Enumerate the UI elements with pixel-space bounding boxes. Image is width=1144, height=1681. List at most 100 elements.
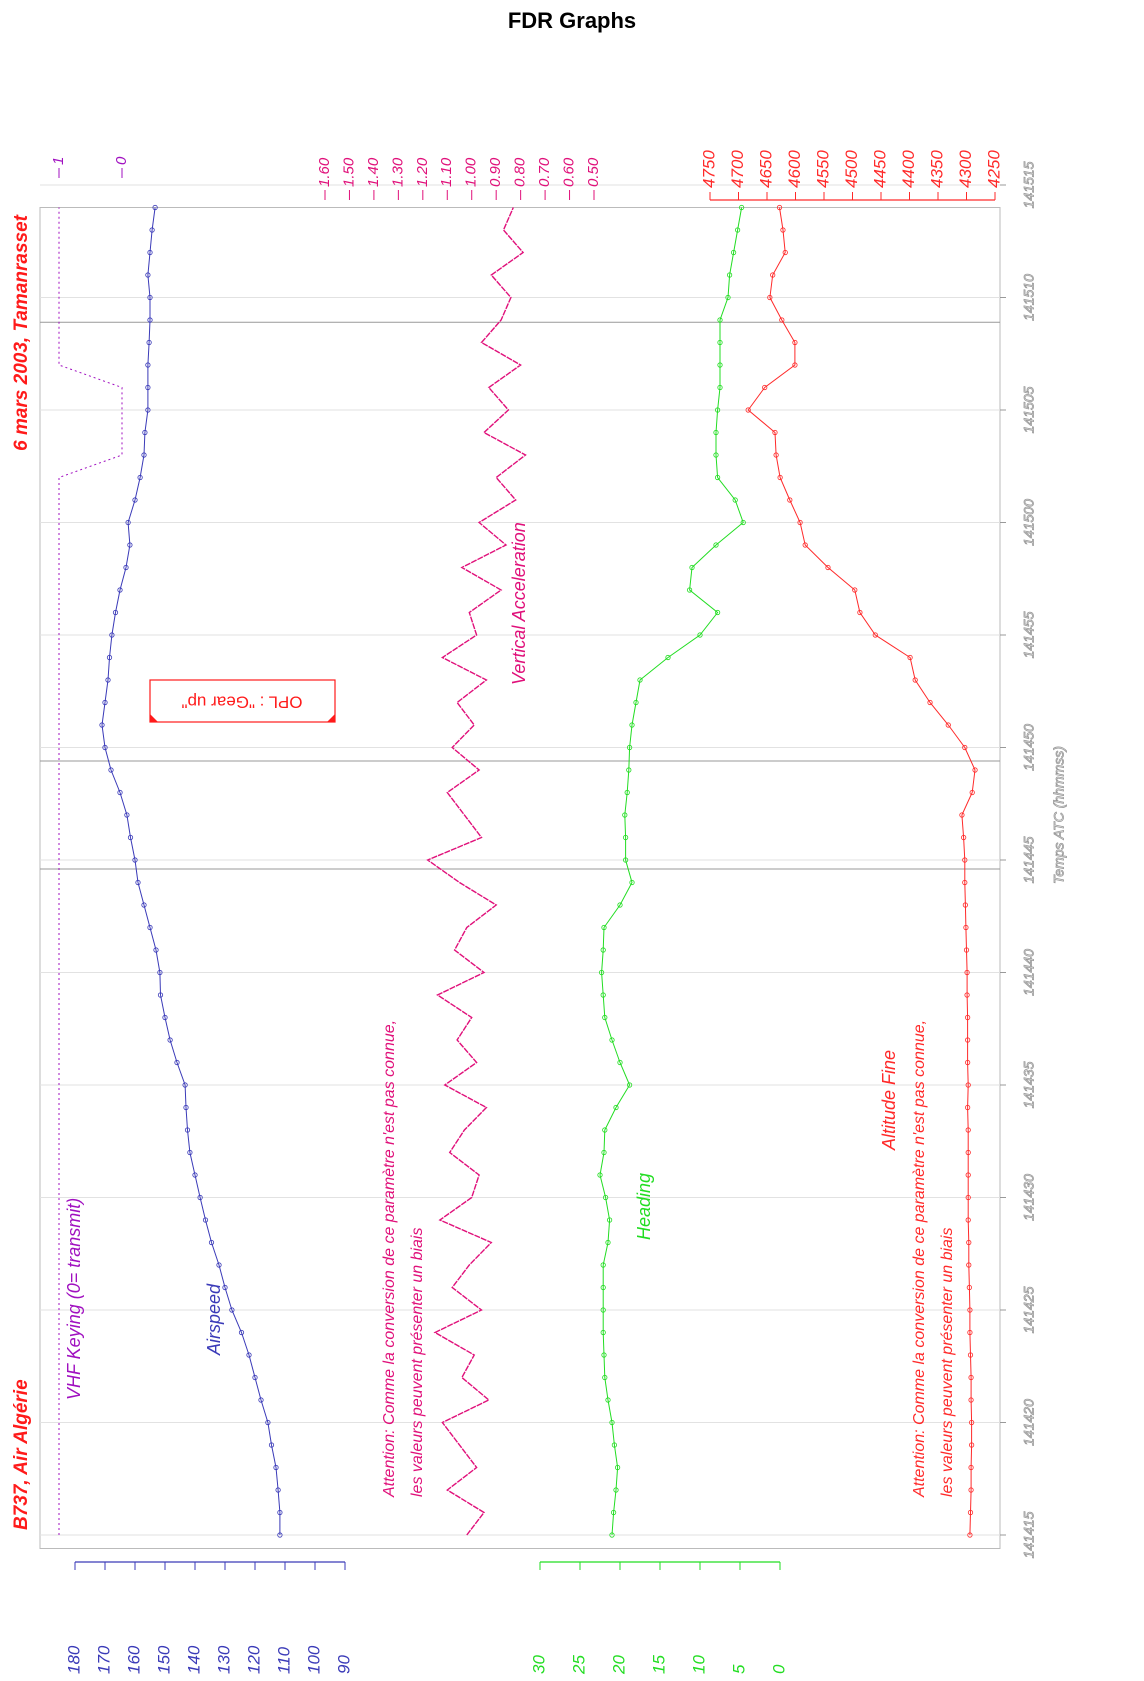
x-tick-label: 141415	[1021, 1511, 1037, 1558]
point	[717, 339, 723, 346]
point	[725, 294, 731, 301]
series-line	[747, 207, 976, 1536]
series-line	[599, 207, 744, 1536]
y-tick-label: 1.10	[438, 157, 455, 187]
point	[108, 767, 114, 773]
x-tick-label: 141445	[1021, 836, 1037, 883]
point	[965, 1014, 971, 1021]
point	[268, 1442, 275, 1448]
point	[732, 497, 738, 503]
point	[145, 384, 151, 391]
point	[602, 1014, 608, 1021]
point	[606, 1217, 613, 1223]
point	[792, 339, 798, 346]
point	[689, 564, 695, 571]
y-tick-label: 4500	[842, 150, 861, 188]
point	[857, 609, 863, 616]
point	[174, 1059, 180, 1066]
y-tick-label: 1.50	[340, 157, 357, 187]
point	[216, 1262, 222, 1268]
point	[105, 677, 111, 683]
point	[597, 1172, 603, 1178]
point	[609, 1532, 615, 1538]
callout-box	[149, 679, 336, 723]
y-tick-label: 1.40	[365, 157, 382, 187]
point	[714, 609, 721, 616]
y-tick-label: 150	[154, 1645, 173, 1674]
point	[141, 902, 147, 908]
point	[202, 1217, 209, 1223]
point	[967, 1532, 973, 1538]
point	[963, 924, 969, 931]
point	[197, 1194, 203, 1201]
point	[145, 272, 151, 278]
point	[767, 294, 773, 301]
point	[600, 1329, 606, 1336]
point	[629, 879, 635, 886]
point	[609, 1419, 615, 1426]
y-tick-label: 4300	[956, 150, 975, 188]
point	[965, 1104, 971, 1111]
point	[238, 1329, 245, 1336]
point	[252, 1374, 258, 1381]
point	[968, 1487, 974, 1493]
point	[966, 1262, 972, 1268]
callout: OPL : "Gear up"	[149, 679, 336, 723]
point	[277, 1532, 283, 1538]
point	[825, 564, 831, 571]
point	[102, 744, 108, 751]
point	[142, 429, 148, 436]
point	[966, 1284, 972, 1291]
point	[147, 924, 153, 931]
point	[962, 879, 968, 886]
point	[112, 609, 119, 616]
point	[127, 542, 133, 548]
point	[967, 1509, 974, 1516]
point	[601, 924, 607, 931]
point	[966, 1239, 972, 1246]
point	[626, 1082, 633, 1088]
x-tick-label: 141450	[1021, 724, 1037, 771]
point	[726, 272, 733, 278]
y-tick-label: 0.60	[561, 157, 578, 187]
y-tick-label: 4250	[984, 150, 1003, 188]
point	[717, 384, 723, 391]
point	[127, 834, 134, 841]
point	[762, 384, 768, 391]
y-tick-label: 1.00	[463, 157, 480, 187]
y-tick-label: 0	[769, 1664, 788, 1674]
point	[102, 699, 108, 706]
x-tick-label: 141440	[1021, 949, 1037, 996]
point	[273, 1464, 279, 1471]
point	[697, 632, 703, 638]
point	[967, 1352, 974, 1358]
point	[962, 902, 968, 908]
point	[962, 744, 968, 751]
point	[208, 1239, 215, 1246]
point	[782, 249, 788, 256]
point	[969, 1442, 975, 1448]
point	[610, 1509, 617, 1516]
y-tick-label: 4550	[813, 150, 832, 188]
point	[600, 992, 606, 998]
point	[965, 1217, 971, 1223]
point	[714, 474, 721, 481]
point	[132, 497, 138, 503]
point	[734, 227, 741, 233]
series-label: Airspeed	[204, 1283, 224, 1356]
point	[714, 407, 721, 413]
point	[713, 542, 719, 548]
point	[611, 1442, 618, 1448]
y-tick-label: 130	[214, 1645, 233, 1674]
x-tick-label: 141455	[1021, 611, 1037, 658]
point	[601, 1352, 607, 1358]
point	[600, 1284, 606, 1291]
point	[927, 699, 933, 706]
point	[222, 1284, 228, 1291]
note: les valeurs peuvent présenter un biais	[409, 1228, 426, 1498]
y-tick-label: 20	[609, 1655, 628, 1675]
point	[787, 497, 793, 503]
note: Attention: Comme la conversion de ce par…	[381, 1020, 398, 1498]
page-title: FDR Graphs	[508, 8, 636, 33]
